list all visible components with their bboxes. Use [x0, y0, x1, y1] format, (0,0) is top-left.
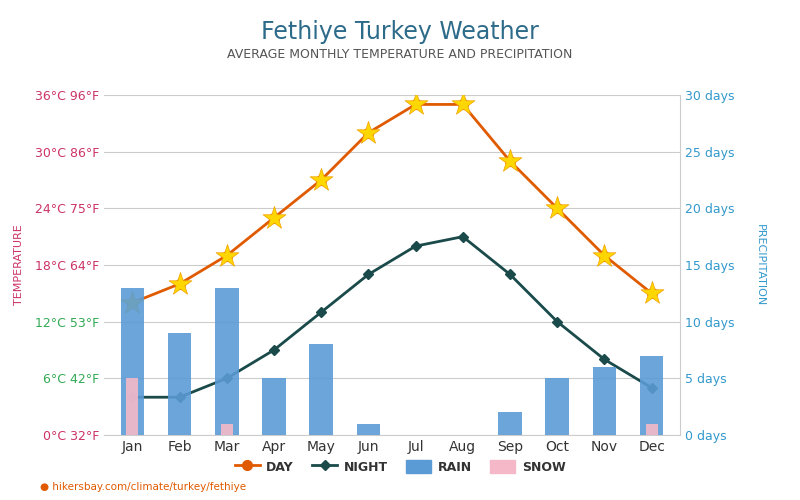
Bar	[593, 367, 616, 435]
Text: AVERAGE MONTHLY TEMPERATURE AND PRECIPITATION: AVERAGE MONTHLY TEMPERATURE AND PRECIPIT…	[227, 48, 573, 60]
Bar	[121, 288, 144, 435]
Point	[173, 280, 186, 288]
Point	[646, 290, 658, 298]
Point	[126, 299, 138, 307]
Point	[457, 100, 470, 108]
Bar	[546, 378, 569, 435]
Point	[362, 129, 374, 137]
Bar	[310, 344, 333, 435]
Bar	[221, 424, 233, 435]
Bar	[126, 378, 138, 435]
Point	[220, 252, 233, 260]
Text: ● hikersbay.com/climate/turkey/fethiye: ● hikersbay.com/climate/turkey/fethiye	[40, 482, 246, 492]
Bar	[640, 356, 663, 435]
Point	[598, 252, 611, 260]
Text: Fethiye Turkey Weather: Fethiye Turkey Weather	[261, 20, 539, 44]
Point	[267, 214, 280, 222]
Y-axis label: TEMPERATURE: TEMPERATURE	[14, 224, 24, 306]
Bar	[646, 424, 658, 435]
Bar	[215, 288, 238, 435]
Point	[551, 204, 564, 212]
Bar	[262, 378, 286, 435]
Point	[504, 157, 517, 165]
Point	[314, 176, 327, 184]
Bar	[357, 424, 380, 435]
Legend: DAY, NIGHT, RAIN, SNOW: DAY, NIGHT, RAIN, SNOW	[230, 455, 570, 479]
Point	[410, 100, 422, 108]
Bar	[168, 333, 191, 435]
Y-axis label: PRECIPITATION: PRECIPITATION	[755, 224, 765, 306]
Bar	[498, 412, 522, 435]
